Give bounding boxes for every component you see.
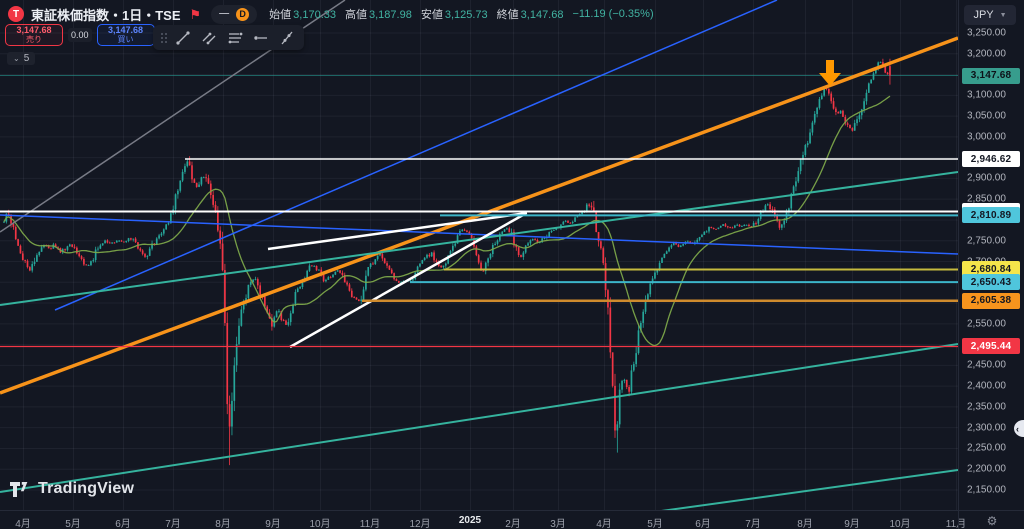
- time-tick: 7月: [165, 519, 181, 529]
- change-readout: −11.19 (−0.35%): [572, 8, 654, 20]
- price-tick: 2,550.00: [967, 318, 1006, 330]
- drawing-white-wedge-lower[interactable]: [289, 213, 524, 349]
- buy-button[interactable]: 3,147.68 買い: [96, 24, 155, 46]
- price-badge-level: 2,680.84: [962, 261, 1020, 278]
- pane-collapse-handle[interactable]: ‹: [1014, 420, 1024, 437]
- price-tick: 2,150.00: [967, 484, 1006, 496]
- trend-line-icon[interactable]: [170, 26, 196, 49]
- price-badge-level: 2,495.44: [962, 338, 1020, 355]
- extended-line-icon[interactable]: [274, 26, 300, 49]
- spread-value: 0.00: [68, 28, 92, 42]
- caret-down-icon: ▼: [999, 11, 1007, 19]
- horizontal-lines-icon[interactable]: [222, 26, 248, 49]
- time-tick: 2月: [505, 519, 521, 529]
- drag-handle-icon[interactable]: [157, 26, 170, 49]
- price-tick: 2,750.00: [967, 235, 1006, 247]
- time-tick: 10月: [309, 519, 331, 529]
- price-tick: 3,200.00: [967, 48, 1006, 60]
- symbol-title[interactable]: 東証株価指数・1日・TSE: [31, 7, 181, 23]
- gear-icon[interactable]: ⚙: [986, 513, 998, 528]
- horizontal-ray-icon[interactable]: [248, 26, 274, 49]
- time-tick: 6月: [115, 519, 131, 529]
- ohlc-open: 始値 3,170.33: [269, 9, 336, 21]
- price-badge-level: 2,650.43: [962, 274, 1020, 291]
- time-tick: 12月: [409, 519, 431, 529]
- price-badge-level: 2,605.38: [962, 292, 1020, 309]
- time-tick: 4月: [15, 519, 31, 529]
- price-tick: 2,900.00: [967, 172, 1006, 184]
- price-chart-svg[interactable]: [0, 0, 958, 510]
- price-tick: 3,050.00: [967, 110, 1006, 122]
- moving-average-line[interactable]: [3, 95, 891, 347]
- price-badge-level: 2,810.89: [962, 207, 1020, 224]
- currency-selector[interactable]: JPY ▼: [964, 5, 1016, 25]
- ohlc-low: 安値 3,125.73: [420, 9, 488, 21]
- time-tick: 11月: [359, 519, 381, 529]
- price-tick: 3,100.00: [967, 89, 1006, 101]
- price-tick: 3,250.00: [967, 27, 1006, 39]
- tradingview-logo-text: TradingView: [38, 480, 135, 497]
- time-tick: 5月: [65, 519, 81, 529]
- drawing-white-wedge-upper[interactable]: [267, 211, 528, 251]
- indicators-collapsed-chip[interactable]: ⌄ 5: [7, 52, 36, 65]
- trade-panel: 3,147.68 売り 0.00 3,147.68 買い: [5, 24, 155, 46]
- flag-icon[interactable]: ⚑: [189, 6, 202, 22]
- grid-lines: [0, 0, 958, 510]
- minimize-icon[interactable]: —: [219, 8, 230, 19]
- parallel-lines-icon[interactable]: [196, 26, 222, 49]
- drawing-descending-blue[interactable]: [0, 214, 958, 255]
- ohlc-readout: 始値 3,170.33 高値 3,187.98 安値 3,125.73 終値 3,147…: [269, 6, 653, 22]
- time-tick: 9月: [265, 519, 281, 529]
- price-tick: 2,250.00: [967, 442, 1006, 454]
- time-tick: 8月: [797, 519, 813, 529]
- interval-badge[interactable]: D: [236, 7, 250, 21]
- price-badge-current: 3,147.68: [962, 67, 1020, 84]
- price-axis[interactable]: 3,250.00 3,200.00 3,100.00 3,050.00 3,000.00…: [958, 0, 1024, 510]
- price-tick: 2,850.00: [967, 193, 1006, 205]
- drawing-teal-channel-lower[interactable]: [0, 343, 958, 493]
- time-tick: 7月: [745, 519, 761, 529]
- time-tick: 11月: [945, 519, 967, 529]
- arrow-down-marker[interactable]: [819, 60, 841, 86]
- time-axis[interactable]: 4月 5月 6月 7月 8月 9月 10月 11月 12月 2025 2月 3月 4月 5月 6月 7月 8月 9…: [0, 510, 966, 529]
- time-tick: 5月: [647, 519, 663, 529]
- ohlc-close: 終値 3,147.68: [496, 9, 564, 21]
- price-tick: 2,200.00: [967, 463, 1006, 475]
- symbol-logo: T: [8, 6, 24, 22]
- axis-settings-corner[interactable]: ⚙: [958, 510, 1024, 529]
- chevron-down-icon: ⌄: [13, 54, 20, 63]
- tradingview-logo[interactable]: TradingView: [10, 480, 134, 498]
- time-tick: 2025: [458, 515, 482, 526]
- currency-label: JPY: [973, 9, 994, 21]
- symbol-legend: T 東証株価指数・1日・TSE ⚑ — D 始値 3,170.33 高値 3,187…: [8, 4, 654, 24]
- time-tick: 8月: [215, 519, 231, 529]
- tradingview-mark-icon: [10, 481, 28, 497]
- legend-controls: — D: [211, 4, 258, 24]
- price-tick: 2,450.00: [967, 359, 1006, 371]
- time-tick: 10月: [889, 519, 911, 529]
- price-badge-level: 2,946.62: [962, 151, 1020, 168]
- time-tick: 4月: [596, 519, 612, 529]
- drawing-teal-channel-lower-2[interactable]: [560, 469, 958, 510]
- price-tick: 2,400.00: [967, 380, 1006, 392]
- ohlc-high: 高値 3,187.98: [345, 9, 412, 21]
- time-tick: 6月: [695, 519, 711, 529]
- time-tick: 9月: [844, 519, 860, 529]
- time-tick: 3月: [550, 519, 566, 529]
- sell-button[interactable]: 3,147.68 売り: [5, 24, 63, 46]
- price-tick: 2,300.00: [967, 422, 1006, 434]
- drawing-toolbar: [153, 25, 304, 50]
- chart-canvas[interactable]: [0, 0, 958, 510]
- drawing-ascending-blue[interactable]: [54, 0, 778, 311]
- price-tick: 3,000.00: [967, 131, 1006, 143]
- price-tick: 2,350.00: [967, 401, 1006, 413]
- indicator-count: 5: [23, 53, 30, 64]
